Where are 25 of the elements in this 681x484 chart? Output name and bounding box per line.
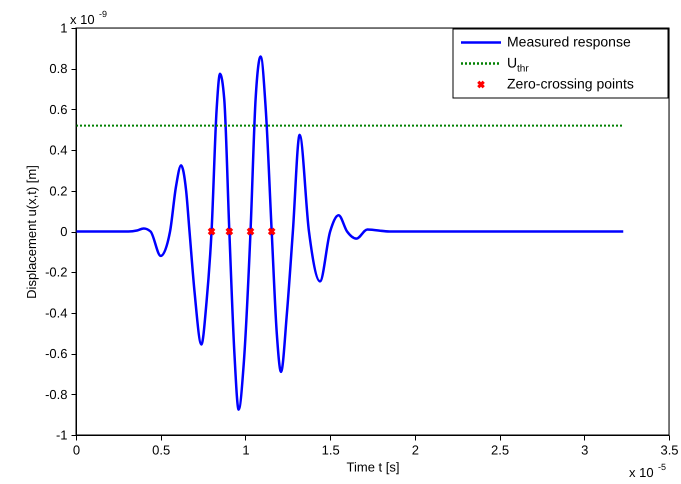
text: x 10-9	[70, 9, 108, 27]
x-tick-label: 2	[412, 442, 419, 458]
y-tick-label: -0.4	[45, 305, 68, 320]
y-tick-label: -0.6	[45, 346, 68, 362]
y-tick-label: 0.6	[49, 102, 68, 117]
legend-label: Zero-crossing points	[507, 76, 634, 92]
x-tick-label: 3.5	[660, 442, 679, 458]
x-tick-label: 0	[72, 442, 80, 458]
y-tick-label: 0.4	[49, 142, 68, 158]
y-tick-label: -0.8	[45, 386, 68, 402]
y-tick-label: 0	[60, 224, 68, 239]
y-tick-label: 1	[60, 20, 68, 36]
x-tick-label: 0.5	[152, 442, 170, 458]
x-tick-label: 1	[242, 442, 250, 458]
y-tick-label: 0.8	[49, 61, 68, 76]
x-tick-label: 2.5	[491, 442, 510, 458]
legend-label: Measured response	[507, 34, 631, 50]
y-tick-label: 0.2	[49, 183, 68, 198]
x-axis-title: Time t [s]	[346, 460, 400, 474]
y-tick-label: -1	[56, 428, 68, 442]
x-tick-label: 3	[581, 442, 588, 458]
text: x 10-5	[629, 462, 666, 480]
y-axis-title: Displacement u(x,t) [m]	[24, 165, 40, 299]
y-tick-label: -0.2	[45, 264, 68, 280]
x-tick-label: 1.5	[322, 442, 340, 458]
